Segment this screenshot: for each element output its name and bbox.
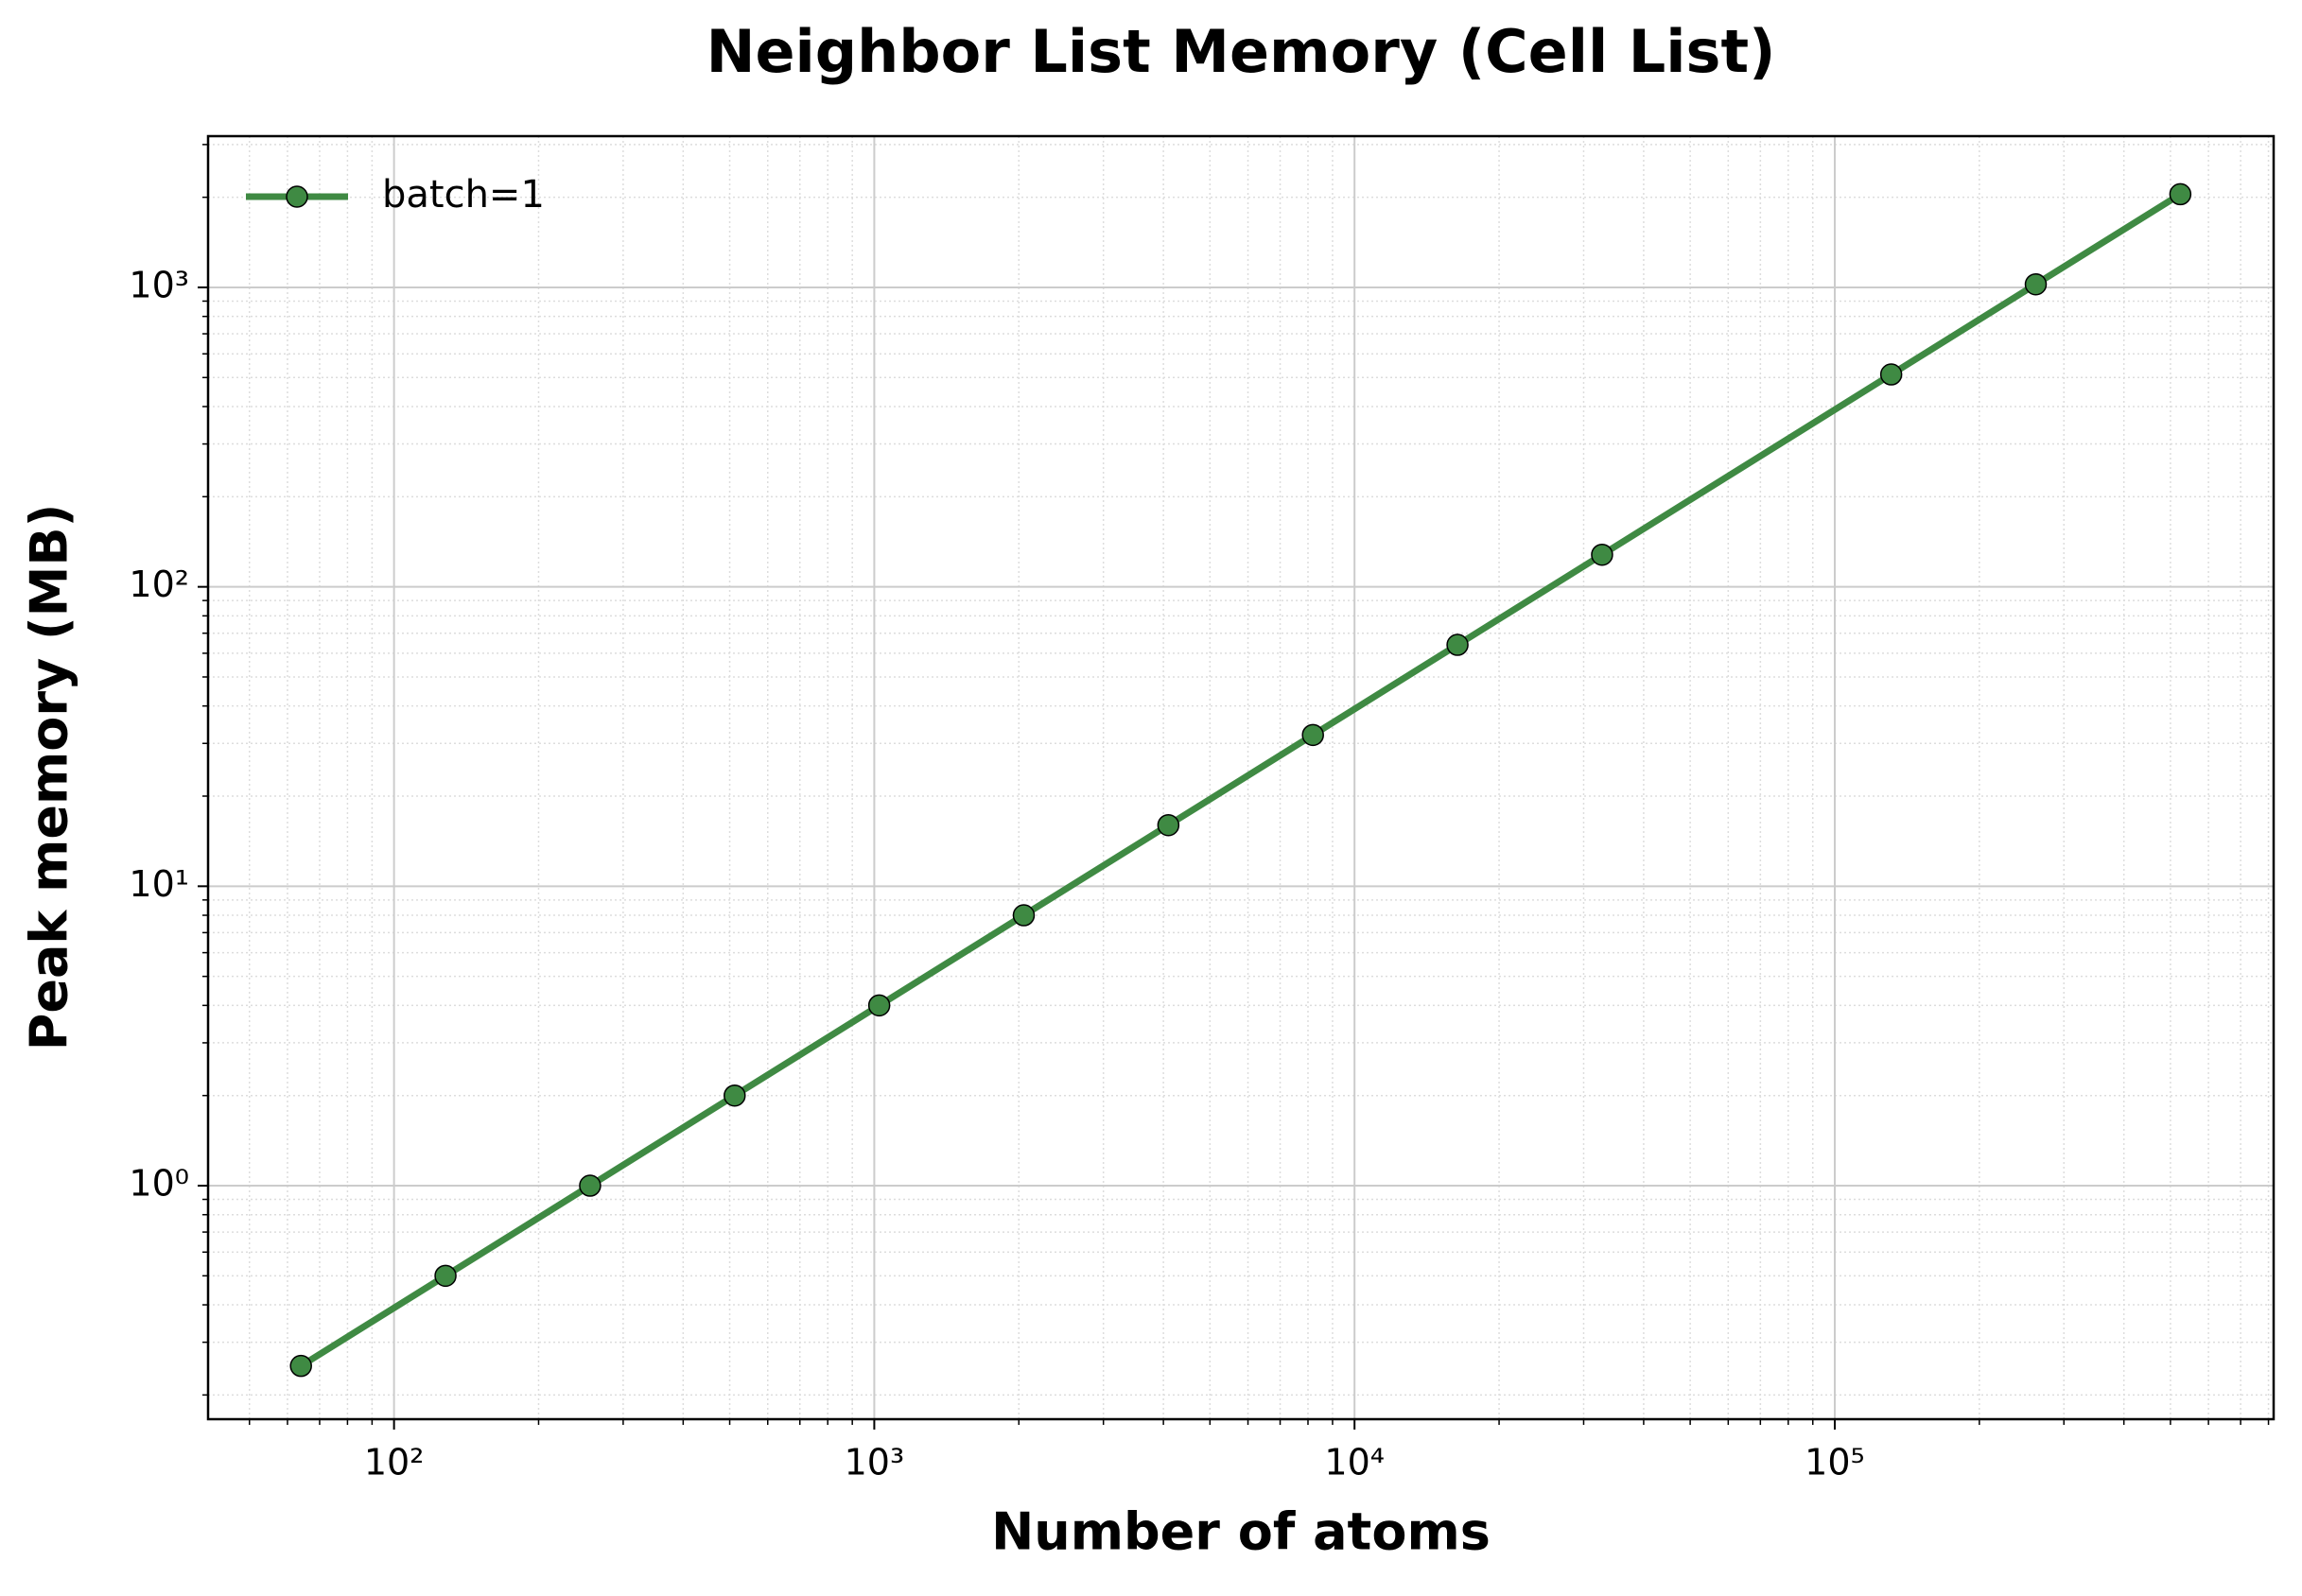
x-tick-label: 10³ <box>845 1442 905 1483</box>
x-tick-label: 10² <box>364 1442 425 1483</box>
data-point <box>1446 633 1469 656</box>
y-tick-label: 10³ <box>129 264 189 305</box>
data-point <box>1012 904 1036 927</box>
chart-title: Neighbor List Memory (Cell List) <box>706 17 1776 86</box>
plot-frame <box>206 134 2276 1421</box>
data-point <box>867 994 891 1017</box>
data-point <box>289 1354 312 1378</box>
x-tick-label: 10⁴ <box>1324 1442 1385 1483</box>
legend-label: batch=1 <box>382 173 545 217</box>
data-point <box>579 1174 602 1197</box>
data-point <box>1879 363 1903 386</box>
data-point <box>1591 543 1613 566</box>
data-point <box>434 1264 457 1288</box>
y-axis-label: Peak memory (MB) <box>20 504 79 1051</box>
data-point <box>724 1084 746 1107</box>
data-point <box>2169 182 2192 206</box>
y-tick-label: 10² <box>129 564 189 605</box>
x-axis-label: Number of atoms <box>991 1502 1491 1562</box>
data-point <box>1157 813 1180 837</box>
data-point <box>1301 723 1324 747</box>
legend-marker <box>286 185 308 208</box>
y-tick-label: 10¹ <box>129 863 189 905</box>
x-tick-label: 10⁵ <box>1805 1442 1865 1483</box>
y-tick-label: 10⁰ <box>129 1163 189 1205</box>
data-point <box>2024 272 2048 296</box>
